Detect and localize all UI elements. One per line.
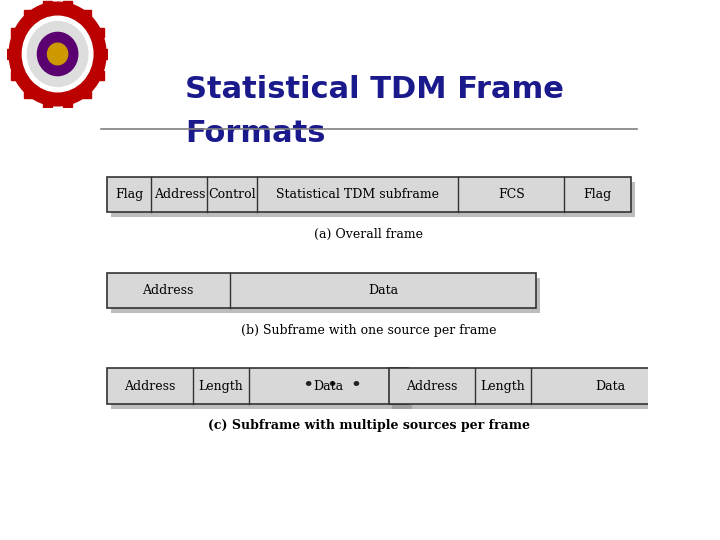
Bar — [63, 98, 73, 107]
Bar — [99, 49, 109, 59]
Bar — [95, 28, 104, 37]
Text: Address: Address — [125, 380, 176, 393]
Text: (a) Overall frame: (a) Overall frame — [315, 228, 423, 241]
Text: Control: Control — [209, 188, 256, 201]
Text: Flag: Flag — [115, 188, 143, 201]
Text: FCS: FCS — [498, 188, 525, 201]
FancyBboxPatch shape — [111, 182, 635, 218]
Bar — [82, 10, 91, 20]
Text: Address: Address — [406, 380, 457, 393]
Circle shape — [9, 2, 106, 106]
Bar — [42, 1, 52, 10]
Bar — [63, 1, 73, 10]
Bar — [6, 49, 16, 59]
Text: Data: Data — [368, 284, 398, 297]
Text: Length: Length — [480, 380, 526, 393]
Text: Data: Data — [313, 380, 343, 393]
Text: Statistical TDM Frame: Statistical TDM Frame — [185, 75, 564, 104]
FancyBboxPatch shape — [107, 273, 536, 308]
Text: Statistical TDM subframe: Statistical TDM subframe — [276, 188, 439, 201]
Text: (c) Subframe with multiple sources per frame: (c) Subframe with multiple sources per f… — [208, 420, 530, 433]
FancyBboxPatch shape — [389, 368, 690, 404]
Bar — [24, 10, 33, 20]
Text: Formats: Formats — [185, 119, 325, 148]
FancyBboxPatch shape — [107, 177, 631, 212]
Circle shape — [37, 32, 78, 76]
FancyBboxPatch shape — [111, 278, 540, 313]
Text: Address: Address — [143, 284, 194, 297]
FancyBboxPatch shape — [107, 368, 408, 404]
Bar — [12, 71, 20, 80]
Text: •  •  •: • • • — [303, 377, 362, 395]
Bar — [42, 98, 52, 107]
Text: Address: Address — [153, 188, 205, 201]
Bar — [95, 71, 104, 80]
Text: Flag: Flag — [584, 188, 612, 201]
Circle shape — [48, 43, 68, 65]
Text: (b) Subframe with one source per frame: (b) Subframe with one source per frame — [241, 324, 497, 337]
Bar — [12, 28, 20, 37]
FancyBboxPatch shape — [392, 373, 694, 409]
Circle shape — [22, 16, 93, 92]
Text: Length: Length — [199, 380, 243, 393]
Circle shape — [27, 22, 88, 86]
FancyBboxPatch shape — [111, 373, 412, 409]
Bar — [82, 88, 91, 98]
Bar — [24, 88, 33, 98]
Text: Data: Data — [595, 380, 626, 393]
